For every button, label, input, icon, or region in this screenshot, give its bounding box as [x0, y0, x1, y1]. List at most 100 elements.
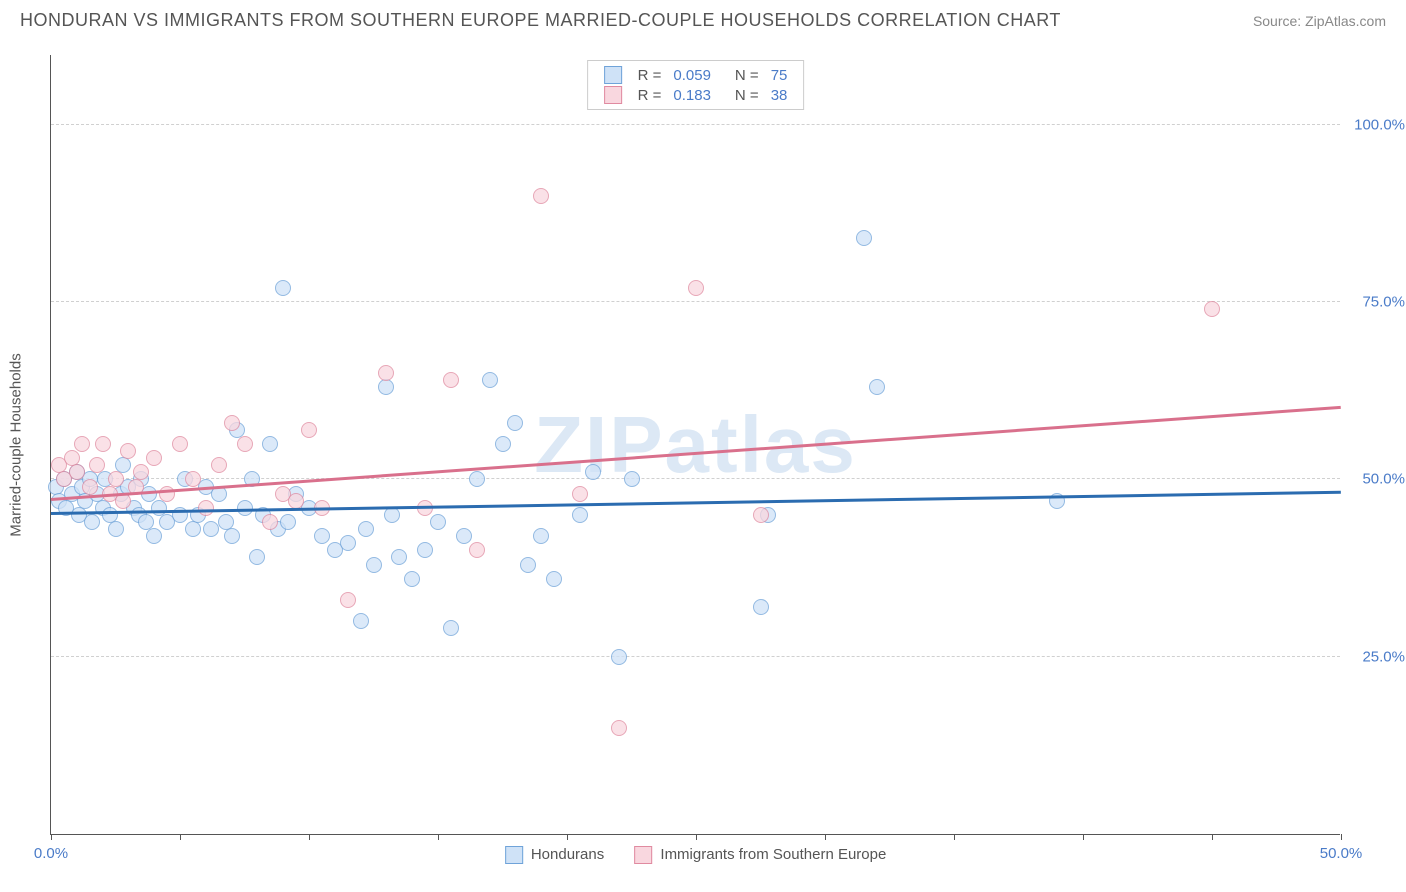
data-point	[856, 230, 872, 246]
x-tick	[825, 834, 826, 840]
data-point	[482, 372, 498, 388]
y-tick-label: 75.0%	[1350, 294, 1405, 311]
data-point	[203, 521, 219, 537]
y-tick-label: 50.0%	[1350, 471, 1405, 488]
x-tick	[180, 834, 181, 840]
legend-item: Immigrants from Southern Europe	[634, 846, 886, 863]
data-point	[546, 571, 562, 587]
data-point	[224, 415, 240, 431]
data-point	[280, 514, 296, 530]
data-point	[237, 436, 253, 452]
chart-title: HONDURAN VS IMMIGRANTS FROM SOUTHERN EUR…	[20, 10, 1061, 31]
data-point	[108, 471, 124, 487]
data-point	[275, 280, 291, 296]
x-tick-label: 50.0%	[1320, 845, 1363, 862]
gridline	[51, 656, 1340, 657]
legend-swatch	[505, 846, 523, 864]
gridline	[51, 301, 1340, 302]
data-point	[585, 464, 601, 480]
data-point	[417, 542, 433, 558]
series-legend: Hondurans Immigrants from Southern Europ…	[490, 846, 902, 864]
legend-swatch	[604, 86, 622, 104]
data-point	[358, 521, 374, 537]
data-point	[198, 500, 214, 516]
data-point	[391, 549, 407, 565]
x-tick	[51, 834, 52, 840]
r-value: 0.183	[673, 87, 711, 104]
data-point	[624, 471, 640, 487]
data-point	[288, 493, 304, 509]
data-point	[82, 479, 98, 495]
data-point	[133, 464, 149, 480]
data-point	[611, 720, 627, 736]
data-point	[185, 521, 201, 537]
data-point	[120, 443, 136, 459]
legend-label: Hondurans	[531, 846, 604, 863]
x-tick	[1212, 834, 1213, 840]
data-point	[185, 471, 201, 487]
legend-swatch	[604, 66, 622, 84]
data-point	[688, 280, 704, 296]
data-point	[869, 379, 885, 395]
data-point	[314, 528, 330, 544]
data-point	[249, 549, 265, 565]
data-point	[378, 365, 394, 381]
x-tick	[954, 834, 955, 840]
legend-item: Hondurans	[505, 846, 605, 863]
data-point	[443, 620, 459, 636]
data-point	[430, 514, 446, 530]
n-label: N =	[735, 67, 759, 84]
y-tick-label: 25.0%	[1350, 648, 1405, 665]
x-tick-label: 0.0%	[34, 845, 68, 862]
x-tick	[1341, 834, 1342, 840]
data-point	[224, 528, 240, 544]
y-axis-title: Married-couple Households	[8, 353, 25, 536]
data-point	[1204, 301, 1220, 317]
data-point	[507, 415, 523, 431]
data-point	[340, 535, 356, 551]
data-point	[572, 486, 588, 502]
data-point	[301, 422, 317, 438]
gridline	[51, 124, 1340, 125]
n-label: N =	[735, 87, 759, 104]
data-point	[353, 613, 369, 629]
data-point	[456, 528, 472, 544]
x-tick	[309, 834, 310, 840]
y-tick-label: 100.0%	[1350, 116, 1405, 133]
data-point	[172, 436, 188, 452]
data-point	[469, 471, 485, 487]
data-point	[262, 514, 278, 530]
data-point	[211, 457, 227, 473]
data-point	[533, 528, 549, 544]
x-tick	[438, 834, 439, 840]
data-point	[495, 436, 511, 452]
header: HONDURAN VS IMMIGRANTS FROM SOUTHERN EUR…	[0, 0, 1406, 39]
data-point	[69, 464, 85, 480]
data-point	[108, 521, 124, 537]
data-point	[378, 379, 394, 395]
data-point	[753, 507, 769, 523]
data-point	[84, 514, 100, 530]
data-point	[443, 372, 459, 388]
trend-line	[51, 406, 1341, 501]
data-point	[753, 599, 769, 615]
data-point	[262, 436, 278, 452]
data-point	[384, 507, 400, 523]
n-value: 75	[771, 67, 788, 84]
legend-swatch	[634, 846, 652, 864]
source-attribution: Source: ZipAtlas.com	[1253, 13, 1386, 29]
n-value: 38	[771, 87, 788, 104]
legend-label: Immigrants from Southern Europe	[660, 846, 886, 863]
data-point	[533, 188, 549, 204]
data-point	[146, 528, 162, 544]
data-point	[146, 450, 162, 466]
scatter-plot-area: Married-couple Households ZIPatlas 25.0%…	[50, 55, 1340, 835]
r-value: 0.059	[673, 67, 711, 84]
x-tick	[696, 834, 697, 840]
data-point	[159, 486, 175, 502]
data-point	[95, 436, 111, 452]
data-point	[404, 571, 420, 587]
data-point	[340, 592, 356, 608]
data-point	[89, 457, 105, 473]
x-tick	[1083, 834, 1084, 840]
